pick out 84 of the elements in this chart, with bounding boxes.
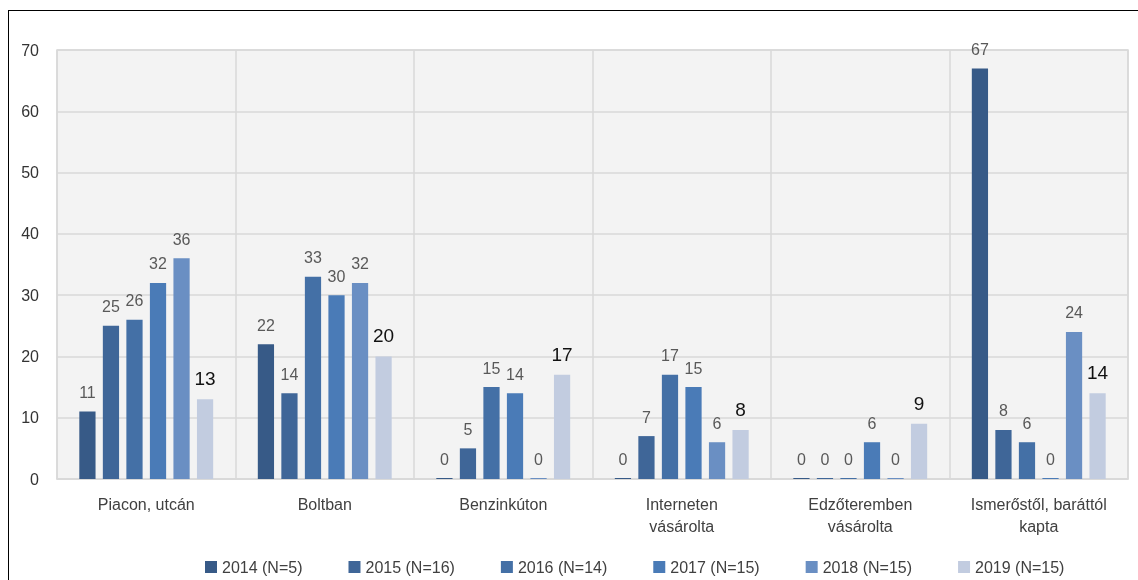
data-label: 6 bbox=[1022, 414, 1032, 432]
data-label: 8 bbox=[999, 402, 1008, 420]
bar bbox=[506, 393, 524, 479]
data-label: 15 bbox=[684, 359, 703, 377]
data-label: 32 bbox=[351, 255, 370, 273]
data-label: 17 bbox=[551, 343, 573, 365]
y-tick-label: 10 bbox=[21, 409, 40, 427]
bar bbox=[102, 325, 120, 479]
bar bbox=[328, 295, 345, 479]
data-label: 0 bbox=[618, 450, 628, 468]
legend-label: 2016 (N=14) bbox=[517, 558, 608, 576]
y-tick-label: 40 bbox=[21, 225, 40, 243]
data-label: 14 bbox=[280, 365, 299, 383]
bar bbox=[281, 393, 298, 479]
legend-label: 2019 (N=15) bbox=[975, 558, 1065, 576]
data-label: 22 bbox=[257, 316, 275, 334]
x-tick-label: Edzőteremben vásárolta bbox=[808, 495, 913, 535]
legend-label: 2018 (N=15) bbox=[822, 558, 913, 576]
x-tick-label: Interneten vásárolta bbox=[645, 495, 718, 535]
bar bbox=[375, 356, 392, 479]
legend-label: 2017 (N=15) bbox=[670, 558, 760, 576]
data-label: 6 bbox=[712, 414, 722, 432]
data-label: 30 bbox=[327, 267, 346, 285]
bar bbox=[351, 282, 369, 479]
bar bbox=[149, 282, 167, 479]
bar bbox=[483, 387, 500, 479]
y-tick-label: 60 bbox=[21, 102, 40, 120]
y-tick-label: 30 bbox=[21, 286, 40, 304]
bar bbox=[732, 429, 749, 479]
x-tick-label: Piacon, utcán bbox=[97, 495, 195, 513]
data-label: 9 bbox=[913, 392, 925, 414]
bar bbox=[638, 436, 655, 479]
bar bbox=[995, 429, 1012, 479]
y-tick-label: 20 bbox=[21, 347, 40, 365]
data-label: 67 bbox=[971, 40, 989, 58]
y-tick-label: 70 bbox=[21, 41, 40, 59]
bar bbox=[304, 276, 322, 479]
bar bbox=[257, 344, 275, 479]
data-label: 0 bbox=[796, 450, 806, 468]
data-label: 11 bbox=[79, 384, 96, 402]
bar bbox=[971, 68, 989, 479]
data-label: 17 bbox=[661, 347, 679, 365]
bar bbox=[79, 411, 96, 479]
bar bbox=[910, 423, 928, 479]
data-label: 8 bbox=[735, 398, 746, 420]
legend-label: 2014 (N=5) bbox=[222, 558, 303, 576]
bar bbox=[126, 319, 143, 479]
data-label: 7 bbox=[642, 408, 651, 426]
data-label: 13 bbox=[194, 368, 216, 390]
data-label: 24 bbox=[1065, 304, 1084, 322]
bar bbox=[708, 442, 726, 479]
data-label: 20 bbox=[373, 325, 395, 347]
data-label: 32 bbox=[149, 255, 168, 273]
data-label: 14 bbox=[1087, 362, 1109, 384]
bar bbox=[459, 448, 477, 479]
data-label: 25 bbox=[102, 298, 120, 316]
bar bbox=[1018, 442, 1036, 479]
data-label: 0 bbox=[439, 450, 449, 468]
data-label: 26 bbox=[125, 292, 144, 310]
x-tick-label: Boltban bbox=[297, 495, 352, 513]
x-tick-label: Benzinkúton bbox=[459, 495, 548, 513]
data-label: 5 bbox=[463, 420, 473, 438]
bar bbox=[863, 442, 881, 479]
data-label: 0 bbox=[844, 450, 854, 468]
data-label: 0 bbox=[1046, 450, 1056, 468]
data-label: 15 bbox=[482, 359, 501, 377]
data-label: 14 bbox=[506, 365, 525, 383]
data-label: 0 bbox=[891, 450, 901, 468]
legend-label: 2015 (N=16) bbox=[365, 558, 455, 576]
data-label: 33 bbox=[304, 249, 322, 267]
y-tick-label: 0 bbox=[30, 470, 40, 488]
bar bbox=[553, 374, 571, 479]
bar bbox=[173, 258, 190, 479]
bar bbox=[1089, 393, 1106, 479]
bar bbox=[1065, 331, 1083, 479]
data-label: 36 bbox=[172, 230, 191, 248]
y-tick-label: 50 bbox=[21, 164, 40, 182]
data-label: 0 bbox=[820, 450, 830, 468]
bar bbox=[661, 374, 679, 479]
data-label: 6 bbox=[867, 414, 877, 432]
x-tick-label: Ismerőstől, baráttól kapta bbox=[970, 495, 1107, 535]
bar bbox=[196, 399, 214, 479]
bar bbox=[685, 387, 702, 479]
data-label: 0 bbox=[534, 450, 544, 468]
